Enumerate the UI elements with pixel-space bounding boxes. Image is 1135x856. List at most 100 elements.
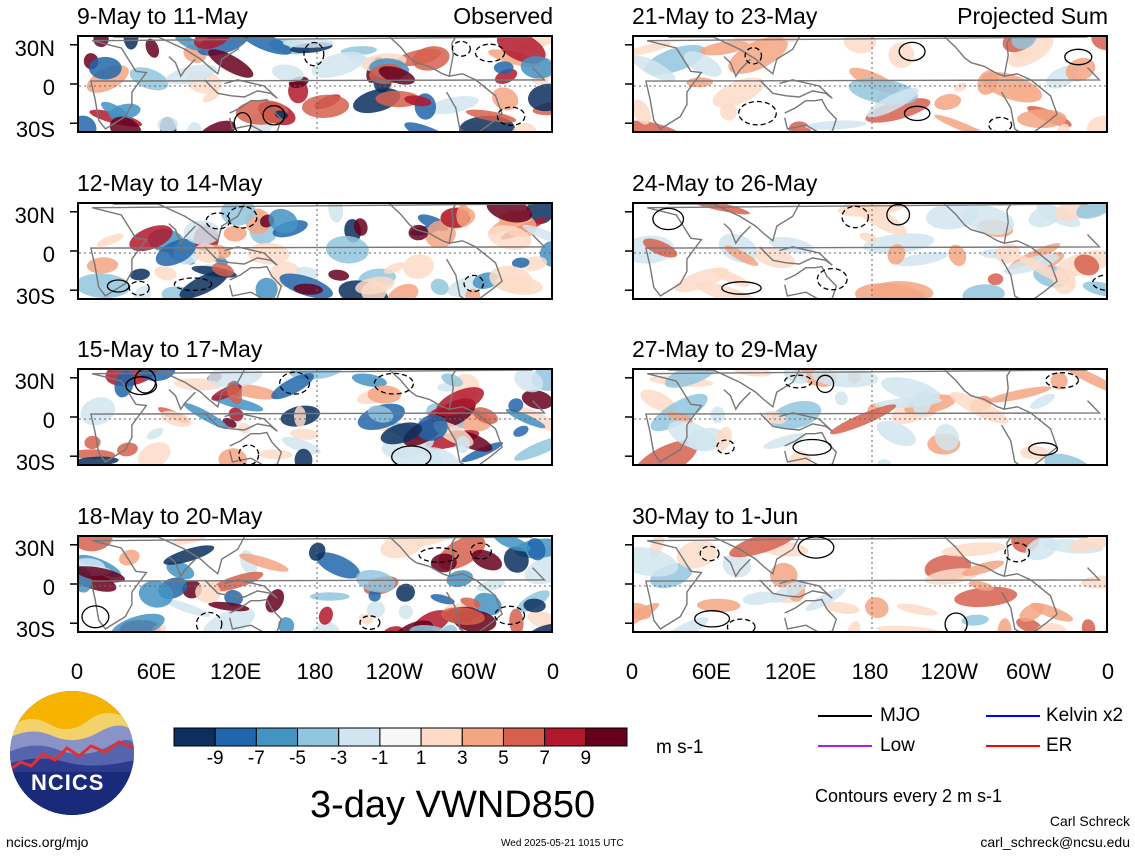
- anomaly-patch: [1016, 255, 1076, 288]
- anomaly-patch: [845, 620, 861, 631]
- anomaly-patch: [1034, 622, 1068, 631]
- mjo-contour: [418, 547, 459, 563]
- footer-url[interactable]: ncics.org/mjo: [6, 834, 89, 850]
- anomaly-patch: [211, 262, 234, 277]
- mjo-contour: [373, 372, 414, 395]
- anomaly-patch: [138, 580, 174, 608]
- coastline: [445, 240, 503, 298]
- coastline: [90, 537, 547, 630]
- coastline: [113, 37, 245, 76]
- anomaly-patch: [281, 436, 321, 455]
- anomaly-patch: [1025, 537, 1058, 561]
- anomaly-patch: [695, 281, 763, 298]
- anomaly-patch: [834, 391, 848, 406]
- anomaly-patch: [511, 122, 537, 131]
- anomaly-patch: [887, 244, 906, 265]
- anomaly-patch: [409, 624, 450, 631]
- anomaly-patch: [133, 285, 151, 298]
- anomaly-patch: [1050, 372, 1068, 390]
- anomaly-patch: [278, 617, 295, 631]
- legend-mjo-label: MJO: [880, 705, 921, 726]
- anomaly-patch: [527, 623, 551, 631]
- anomaly-patch: [684, 51, 722, 77]
- anomaly-patch: [1069, 537, 1106, 552]
- anomaly-patch: [528, 83, 551, 112]
- anomaly-patch: [962, 205, 1015, 235]
- colorbar-label: -7: [247, 748, 265, 769]
- anomaly-patch: [509, 608, 524, 631]
- map-panel: [77, 368, 553, 466]
- colorbar-label: -5: [289, 748, 306, 769]
- map-panel: [77, 202, 553, 300]
- lon-tick-label: 120E: [209, 659, 262, 684]
- anomaly-patch: [427, 95, 479, 115]
- anomaly-patch: [355, 276, 395, 295]
- anomaly-patch: [1044, 453, 1094, 464]
- anomaly-patch: [179, 270, 229, 298]
- coastline: [168, 556, 196, 578]
- lat-ticks: [625, 211, 633, 291]
- anomaly-patch: [729, 537, 798, 558]
- anomaly-patch: [514, 436, 551, 461]
- legend-low-label: Low: [880, 735, 915, 756]
- coastline: [204, 79, 278, 99]
- anomaly-patch: [1062, 370, 1106, 395]
- mjo-contour: [792, 438, 832, 456]
- anomaly-patch: [1091, 37, 1106, 51]
- colorbar-label: -1: [371, 748, 389, 769]
- footer-email[interactable]: carl_schreck@ncsu.edu: [980, 834, 1130, 850]
- anomaly-patch: [356, 569, 396, 593]
- mjo-contour: [125, 376, 158, 396]
- anomaly-patch: [503, 546, 529, 573]
- anomaly-patch: [865, 597, 889, 619]
- coastline: [389, 370, 457, 411]
- lon-tick-label: 120W: [920, 659, 979, 684]
- coastline: [90, 370, 547, 463]
- anomaly-patch: [294, 448, 313, 464]
- anomaly-patch: [218, 448, 248, 464]
- lon-tick-label: 60E: [136, 659, 176, 684]
- anomaly-patch: [724, 245, 759, 267]
- lon-tick-label: 120E: [764, 659, 817, 684]
- coastline: [784, 98, 838, 131]
- anomaly-patch: [987, 386, 1052, 403]
- anomaly-patch: [650, 393, 708, 432]
- anomaly-patch: [255, 277, 278, 298]
- anomaly-patch: [271, 373, 314, 400]
- anomaly-patch: [876, 420, 917, 447]
- anomaly-patch: [881, 377, 941, 403]
- anomaly-patch: [165, 64, 217, 85]
- anomaly-patch: [788, 450, 812, 464]
- anomaly-patch: [186, 122, 203, 131]
- coastline: [1000, 406, 1058, 464]
- lat-tick-label: 30N: [14, 536, 55, 561]
- panel-map-svg: [79, 537, 551, 631]
- anomaly-patch: [523, 598, 546, 613]
- lon-tick-label: 0: [625, 659, 639, 684]
- lat-tick-label: 30S: [15, 617, 55, 642]
- anomaly-patch: [387, 283, 419, 298]
- legend-kelvin-label: Kelvin x2: [1046, 705, 1124, 726]
- anomaly-patch: [995, 243, 1021, 264]
- anomaly-patch: [520, 56, 551, 79]
- anomaly-patch: [282, 38, 334, 48]
- lon-tick-label: 0: [70, 659, 84, 684]
- anomaly-patch: [328, 269, 350, 281]
- coastline: [944, 204, 1012, 245]
- anomaly-patch: [123, 37, 139, 50]
- anomaly-patch: [237, 422, 251, 434]
- map-panel: [77, 535, 553, 633]
- anomaly-patch: [876, 625, 944, 631]
- colorbar-segment: [338, 727, 381, 747]
- anomaly-patch: [934, 424, 960, 451]
- panel-title: 24-May to 26-May: [632, 170, 818, 196]
- coastline: [784, 265, 838, 298]
- coastline: [668, 204, 800, 243]
- mjo-contour: [1064, 48, 1093, 66]
- lon-tick-label: 0: [1101, 659, 1115, 684]
- map-panel: [632, 368, 1108, 466]
- anomaly-patch: [722, 553, 752, 578]
- anomaly-patch: [496, 37, 546, 64]
- anomaly-patch: [1074, 254, 1100, 276]
- anomaly-patch: [732, 370, 772, 377]
